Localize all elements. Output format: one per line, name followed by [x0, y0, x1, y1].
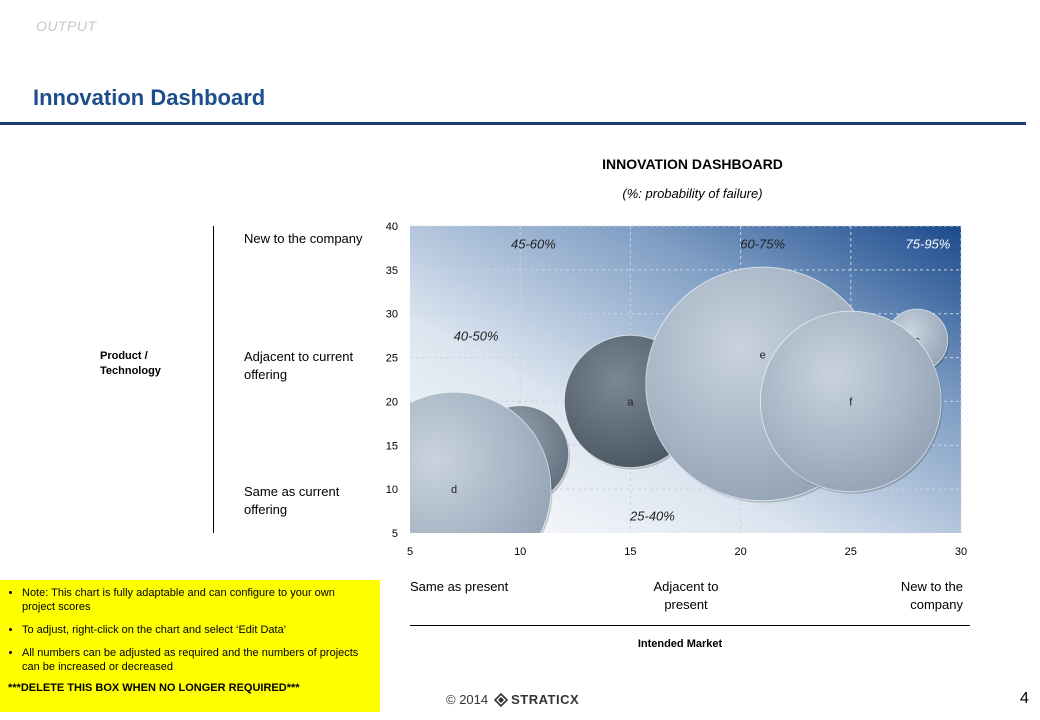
- bubble-d: [410, 391, 552, 533]
- bubble-label: e: [760, 350, 766, 362]
- y-category-new: New to the company: [244, 231, 363, 246]
- x-tick-label: 25: [845, 546, 857, 558]
- zone-label: 45-60%: [511, 237, 556, 252]
- y-tick-label: 40: [386, 221, 398, 233]
- zone-label: 40-50%: [454, 329, 499, 344]
- y-tick-label: 15: [386, 440, 398, 452]
- bubble-f: [759, 310, 942, 493]
- straticx-logo-icon: [494, 692, 509, 707]
- x-tick-label: 10: [514, 546, 526, 558]
- section-kicker: OUTPUT: [36, 18, 97, 34]
- y-axis-title: Product / Technology: [100, 350, 161, 377]
- bubble-label: d: [451, 484, 457, 496]
- x-tick-label: 20: [734, 546, 746, 558]
- note-item: Note: This chart is fully adaptable and …: [22, 586, 370, 614]
- zone-label: 25-40%: [629, 508, 675, 523]
- delete-instruction: ***DELETE THIS BOX WHEN NO LONGER REQUIR…: [8, 682, 300, 694]
- chart-subtitle: (%: probability of failure): [622, 186, 763, 201]
- note-item: To adjust, right-click on the chart and …: [22, 623, 370, 637]
- page-number: 4: [1020, 690, 1029, 707]
- zone-label: 60-75%: [740, 237, 785, 252]
- y-tick-label: 30: [386, 309, 398, 321]
- y-tick-label: 20: [386, 396, 398, 408]
- page-title: Innovation Dashboard: [33, 85, 266, 110]
- x-axis-title: Intended Market: [637, 638, 723, 650]
- x-category-new: New to the company: [900, 579, 963, 612]
- bubble-label: f: [849, 396, 853, 408]
- instructions-note-box: Note: This chart is fully adaptable and …: [0, 580, 380, 712]
- x-tick-label: 30: [955, 546, 967, 558]
- y-tick-label: 10: [386, 484, 398, 496]
- x-category-same: Same as present: [410, 579, 509, 594]
- x-axis-bracket-line: [410, 625, 970, 626]
- x-category-adjacent: Adjacent to present: [653, 579, 719, 612]
- y-category-same: Same as current offering: [244, 484, 340, 517]
- y-tick-label: 5: [392, 528, 398, 540]
- zone-label: 75-95%: [906, 237, 951, 252]
- note-item: All numbers can be adjusted as required …: [22, 646, 370, 674]
- copyright-text: © 2014: [446, 692, 489, 707]
- y-axis-bracket-line: [213, 226, 214, 533]
- brand-logo: STRATICX: [494, 692, 579, 707]
- title-divider: [0, 122, 1026, 125]
- footer: © 2014 STRATICX: [446, 692, 579, 707]
- x-tick-label: 5: [407, 546, 413, 558]
- y-category-adjacent: Adjacent to current offering: [244, 349, 354, 382]
- bubble-label: a: [627, 396, 634, 408]
- chart-title: INNOVATION DASHBOARD: [602, 156, 783, 172]
- y-tick-label: 25: [386, 353, 398, 365]
- x-tick-label: 15: [624, 546, 636, 558]
- brand-name: STRATICX: [511, 692, 580, 707]
- y-tick-label: 35: [386, 265, 398, 277]
